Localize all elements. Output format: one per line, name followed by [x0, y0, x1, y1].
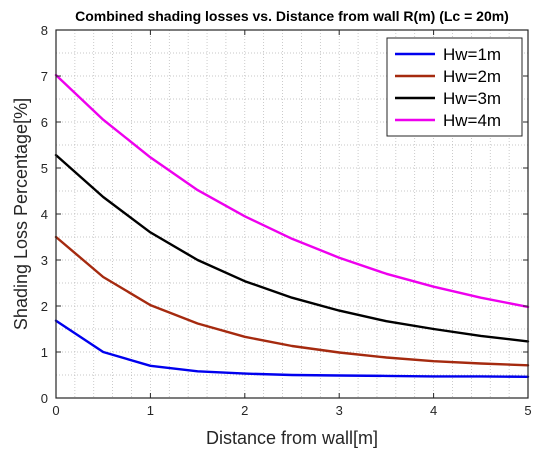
y-tick-label: 2 [41, 299, 48, 314]
y-tick-label: 3 [41, 253, 48, 268]
x-tick-labels: 0 1 2 3 4 5 [52, 403, 531, 418]
series-line-hw-2m [54, 235, 530, 367]
x-tick-label: 5 [524, 403, 531, 418]
x-axis-label: Distance from wall[m] [206, 428, 378, 448]
legend-label: Hw=1m [443, 45, 501, 64]
series-layer [54, 73, 530, 378]
x-tick-label: 0 [52, 403, 59, 418]
series-line-hw-4m [54, 73, 530, 309]
y-tick-label: 4 [41, 207, 48, 222]
x-tick-label: 4 [430, 403, 437, 418]
y-tick-label: 6 [41, 115, 48, 130]
x-tick-label: 3 [336, 403, 343, 418]
legend-label: Hw=2m [443, 67, 501, 86]
y-tick-label: 1 [41, 345, 48, 360]
tick-marks [55, 29, 529, 399]
x-tick-label: 1 [147, 403, 154, 418]
chart-title: Combined shading losses vs. Distance fro… [75, 8, 509, 24]
series-line-hw-1m [54, 319, 530, 378]
legend-label: Hw=4m [443, 111, 501, 130]
y-tick-label: 8 [41, 23, 48, 38]
legend: Hw=1m Hw=2m Hw=3m Hw=4m [386, 37, 523, 137]
y-tick-label: 5 [41, 161, 48, 176]
y-tick-label: 0 [41, 391, 48, 406]
y-tick-labels: 0 1 2 3 4 5 6 7 8 [41, 23, 48, 406]
series-line-hw-3m [54, 153, 530, 343]
legend-label: Hw=3m [443, 89, 501, 108]
y-tick-label: 7 [41, 69, 48, 84]
x-tick-label: 2 [241, 403, 248, 418]
y-axis-label: Shading Loss Percentage[%] [11, 98, 31, 330]
